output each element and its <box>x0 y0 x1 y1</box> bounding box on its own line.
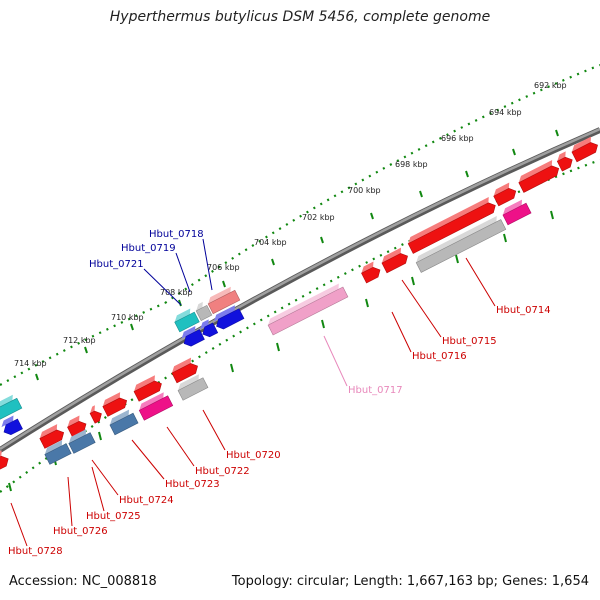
gene-label-hbut-0724: Hbut_0724 <box>119 495 174 506</box>
scale-label-7: 706 kbp <box>207 263 240 272</box>
outer-major-tick-7 <box>370 212 374 220</box>
gene-hbut-0716-b <box>361 261 381 284</box>
outer-major-tick-9 <box>465 170 469 178</box>
outer-major-tick-8 <box>419 190 423 198</box>
accession-label: Accession: NC_008818 <box>9 574 157 589</box>
gene-label-hbut-0726: Hbut_0726 <box>53 526 108 537</box>
gene-hbut-0714-block-d <box>493 182 517 207</box>
scale-label-2: 696 kbp <box>441 134 474 143</box>
gene-hbut-0715 <box>407 196 496 254</box>
gene-leader-line-11 <box>91 466 105 512</box>
scale-label-9: 710 kbp <box>111 313 144 322</box>
gene-hbut-0717 <box>267 283 349 336</box>
gene-hbut-0714-block-c <box>518 160 560 193</box>
gene-hbut-0726-a <box>67 415 87 438</box>
gene-hbut-0725 <box>89 405 102 424</box>
gene-leader-line-2 <box>391 311 412 353</box>
gene-steel-2 <box>68 429 96 454</box>
gene-label-hbut-0719: Hbut_0719 <box>121 243 176 254</box>
gene-hbut-0723-pink <box>138 392 174 421</box>
scale-label-8: 708 kbp <box>160 288 193 297</box>
gene-hbut-0721 <box>174 308 200 333</box>
outer-major-tick-5 <box>271 258 275 266</box>
outer-major-tick-0 <box>35 373 39 381</box>
scale-label-4: 700 kbp <box>348 186 381 195</box>
gene-edge-cyan <box>0 394 23 423</box>
gene-label-hbut-0714: Hbut_0714 <box>496 305 551 316</box>
gene-label-hbut-0718: Hbut_0718 <box>149 229 204 240</box>
gene-label-hbut-0715: Hbut_0715 <box>442 336 497 347</box>
genome-summary-label: Topology: circular; Length: 1,667,163 bp… <box>231 574 589 589</box>
inner-major-tick-7 <box>321 319 325 329</box>
gene-label-hbut-0728: Hbut_0728 <box>8 546 63 557</box>
gene-leader-line-10 <box>91 459 119 496</box>
gene-leader-line-7 <box>143 268 182 306</box>
gene-leader-line-1 <box>401 279 442 338</box>
inner-major-tick-0 <box>8 482 12 492</box>
outer-tick-track <box>164 63 600 304</box>
scale-label-10: 712 kbp <box>63 336 96 345</box>
gene-hbut-0714-block-a <box>571 136 598 163</box>
gene-label-hbut-0725: Hbut_0725 <box>86 511 141 522</box>
gene-blue-3 <box>181 326 205 347</box>
scale-label-0: 692 kbp <box>534 81 567 90</box>
gene-hbut-0714-gray <box>415 215 507 273</box>
gene-label-hbut-0717: Hbut_0717 <box>348 385 403 396</box>
gene-leader-line-4 <box>202 238 213 291</box>
outer-major-tick-2 <box>130 323 134 331</box>
gene-hbut-0722-gray <box>177 374 209 401</box>
genome-backbone <box>0 127 600 451</box>
gene-label-hbut-0716: Hbut_0716 <box>412 351 467 362</box>
gene-label-hbut-0723: Hbut_0723 <box>165 479 220 490</box>
gene-leader-line-6 <box>202 409 226 451</box>
inner-major-tick-5 <box>230 363 234 373</box>
gene-label-hbut-0722: Hbut_0722 <box>195 466 250 477</box>
scale-label-1: 694 kbp <box>489 108 522 117</box>
gene-leader-line-5 <box>175 252 191 293</box>
gene-leader-line-9 <box>131 439 165 480</box>
gene-hbut-0719 <box>195 301 213 322</box>
outer-major-tick-4 <box>222 280 226 288</box>
genome-backbone-shadow <box>0 127 600 453</box>
gene-blue-2 <box>200 319 219 338</box>
scale-label-11: 714 kbp <box>14 359 47 368</box>
scale-label-5: 702 kbp <box>302 213 335 222</box>
gene-blue-edge <box>1 415 23 436</box>
gene-hbut-0726-b <box>39 424 65 449</box>
map-title: Hyperthermus butylicus DSM 5456, complet… <box>109 9 491 25</box>
gene-hbut-0728 <box>0 450 9 471</box>
gene-blue-1 <box>214 305 245 330</box>
gene-leader-line-0 <box>465 257 496 307</box>
gene-label-hbut-0720: Hbut_0720 <box>226 450 281 461</box>
inner-major-tick-2 <box>98 431 102 441</box>
gene-hbut-0714-block-b <box>556 151 573 172</box>
inner-major-tick-12 <box>550 210 554 220</box>
outer-major-tick-10 <box>512 148 516 156</box>
gene-leader-line-3 <box>323 335 348 387</box>
gene-label-hbut-0721: Hbut_0721 <box>89 259 144 270</box>
outer-major-tick-6 <box>320 236 324 244</box>
gene-hbut-0714-pink <box>502 199 532 226</box>
gene-hbut-0718 <box>207 286 241 315</box>
gene-hbut-0722 <box>133 375 162 402</box>
outer-major-tick-11 <box>555 129 559 137</box>
gene-leader-line-12 <box>67 476 73 527</box>
gene-steel-1 <box>109 409 139 436</box>
gene-hbut-0716 <box>381 247 408 274</box>
inner-major-tick-6 <box>276 342 280 352</box>
gene-leader-line-13 <box>10 502 28 547</box>
inner-major-tick-8 <box>365 298 369 308</box>
gene-steel-3 <box>44 440 72 465</box>
inner-major-tick-10 <box>455 254 459 264</box>
scale-label-6: 704 kbp <box>254 238 287 247</box>
inner-major-tick-11 <box>503 233 507 243</box>
inner-major-tick-9 <box>411 276 415 286</box>
gene-hbut-0724 <box>102 392 128 417</box>
gene-leader-line-8 <box>166 426 195 467</box>
scale-label-3: 698 kbp <box>395 160 428 169</box>
gene-hbut-0720 <box>171 357 198 384</box>
outer-major-tick-1 <box>84 346 88 354</box>
